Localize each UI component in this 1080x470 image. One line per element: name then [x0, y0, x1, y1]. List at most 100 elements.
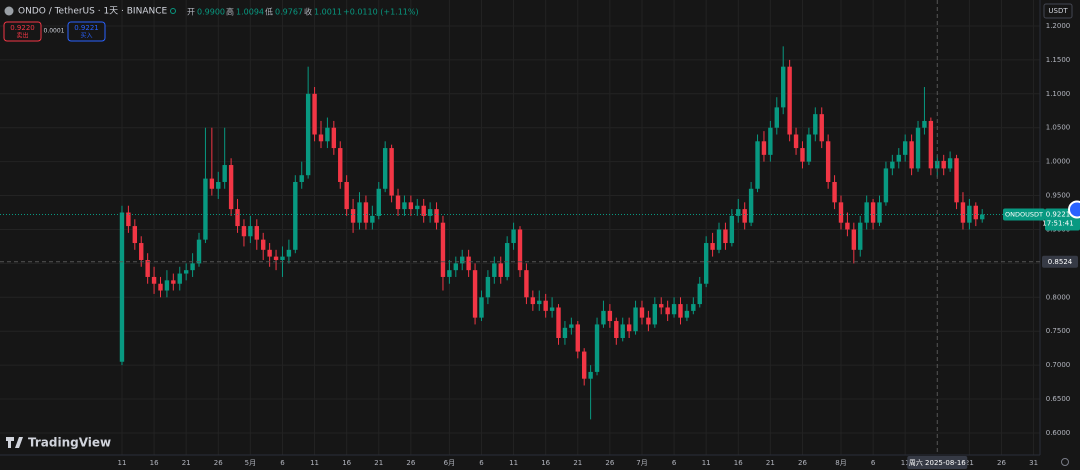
candle-body — [678, 304, 683, 318]
sell-label: 卖出 — [16, 32, 28, 40]
candle-body — [286, 249, 292, 257]
candle-body — [890, 161, 895, 169]
candle-body — [800, 148, 805, 162]
x-tick-label: 16 — [342, 459, 351, 467]
candle-body — [267, 249, 272, 257]
ohlc-value: 0.9900 — [197, 8, 225, 17]
eye-icon[interactable] — [170, 8, 176, 14]
candle-body — [427, 209, 433, 216]
symbol-icon — [4, 6, 14, 16]
sell-button[interactable] — [3, 21, 42, 42]
candle-body — [928, 120, 934, 169]
candle-body — [235, 209, 240, 227]
x-tick-label: 16 — [150, 459, 159, 467]
crosshair-date-label: 周六 2025-08-16 — [909, 458, 966, 467]
widget-icon — [1068, 200, 1080, 219]
candle-body — [479, 297, 484, 318]
ohlc-label: 高 — [226, 7, 234, 17]
candle-body — [806, 134, 812, 162]
candle-body — [556, 307, 561, 338]
candle-body — [614, 321, 619, 338]
candle-body — [389, 148, 394, 196]
candle-body — [325, 127, 330, 142]
x-tick-label: 11 — [509, 459, 518, 467]
y-tick-label: 0.8000 — [1046, 293, 1071, 301]
currency: USDT — [1048, 7, 1068, 15]
candle-body — [402, 202, 407, 210]
candle-body — [293, 181, 298, 250]
candle-body — [517, 229, 523, 271]
candle-body — [216, 181, 221, 189]
candle-body — [659, 304, 664, 308]
currency-button[interactable] — [1043, 3, 1073, 19]
candle-body — [511, 229, 516, 244]
candle-body — [620, 324, 625, 338]
x-tick-label: 21 — [374, 459, 383, 467]
candle-body — [819, 114, 824, 142]
candle-body — [228, 165, 234, 210]
x-tick-label: 31 — [1029, 459, 1038, 467]
x-tick-label: 21 — [573, 459, 582, 467]
candle-body — [447, 270, 452, 277]
candle-body — [126, 212, 131, 227]
candle-body — [980, 214, 985, 220]
candle-body — [537, 300, 542, 305]
candle-body — [793, 134, 799, 149]
buy-button[interactable] — [67, 21, 106, 42]
countdown-label: 17:51:41 — [1042, 219, 1073, 227]
candle-body — [344, 181, 349, 210]
candle-body — [203, 178, 208, 240]
candle-body — [158, 283, 163, 291]
ohlc-value: 0.9767 — [275, 8, 303, 17]
candle-body — [280, 256, 285, 260]
candle-body — [941, 160, 946, 169]
candle-body — [139, 243, 144, 260]
logo-icon — [6, 437, 23, 448]
candle-body — [671, 304, 677, 315]
x-tick-label: 26 — [406, 459, 415, 467]
candle-body — [376, 188, 381, 216]
spread: 0.0001 — [44, 28, 65, 35]
candle-body — [305, 93, 311, 176]
candle-body — [421, 205, 426, 216]
candle-body — [261, 239, 266, 250]
crosshair-price-label: 0.8524 — [1048, 258, 1073, 266]
x-tick-label: 8月 — [835, 459, 846, 467]
candle-body — [440, 222, 446, 277]
candle-body — [338, 148, 343, 182]
candle-body — [119, 212, 125, 362]
candle-body — [716, 229, 722, 250]
candle-body — [902, 141, 908, 155]
candle-body — [453, 263, 459, 271]
candle-body — [588, 371, 593, 379]
candle-body — [947, 158, 953, 169]
candle-body — [472, 270, 478, 318]
x-tick-label: 21 — [965, 459, 974, 467]
y-tick-label: 1.0500 — [1046, 124, 1071, 132]
y-tick-label: 0.6500 — [1046, 395, 1071, 403]
candle-body — [915, 127, 921, 169]
candle-body — [691, 304, 696, 311]
buy-price: 0.9221 — [74, 24, 99, 32]
candle-body — [498, 263, 503, 277]
x-tick-label: 11 — [310, 459, 319, 467]
ohlc-label: 低 — [265, 7, 273, 17]
candle-body — [485, 276, 491, 298]
y-tick-label: 0.6000 — [1046, 429, 1071, 437]
candle-body — [665, 307, 670, 315]
candle-body — [723, 229, 728, 244]
candle-body — [357, 202, 362, 223]
settings-icon[interactable] — [1061, 458, 1069, 466]
x-tick-label: 6月 — [444, 459, 455, 467]
candle-body — [761, 141, 767, 155]
candle-body — [196, 239, 202, 264]
candle-body — [774, 107, 779, 128]
crosshair-date-tag — [907, 456, 968, 469]
x-tick-label: 16 — [541, 459, 550, 467]
y-tick-label: 1.2000 — [1046, 22, 1071, 30]
candle-body — [896, 154, 901, 162]
candle-body — [395, 195, 401, 210]
ohlc-value: 1.0094 — [236, 8, 264, 17]
candle-body — [736, 209, 741, 216]
